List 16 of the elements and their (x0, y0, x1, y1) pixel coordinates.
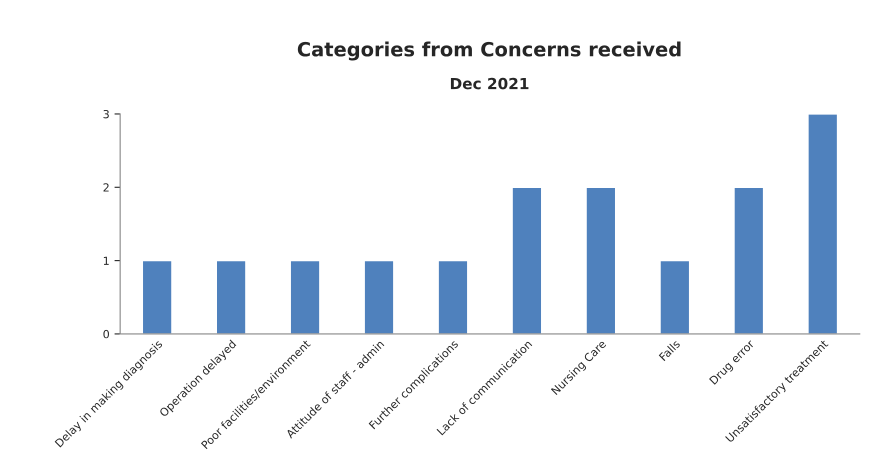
bar (659, 260, 690, 334)
bar (216, 260, 247, 334)
bar (511, 186, 542, 334)
y-tick-label: 3 (104, 110, 109, 118)
bar (585, 186, 616, 334)
bar (437, 260, 468, 334)
bar (807, 114, 838, 334)
y-tick-label: 0 (103, 330, 109, 338)
y-tick-label: 1 (104, 256, 109, 265)
bar (733, 186, 764, 334)
bar (142, 260, 173, 334)
bar (290, 260, 321, 334)
y-tick-label: 2 (103, 183, 109, 192)
chart-title: Categories from Concerns received (298, 42, 681, 60)
chart-subtitle: Dec 2021 (450, 78, 528, 90)
bar (364, 260, 394, 334)
